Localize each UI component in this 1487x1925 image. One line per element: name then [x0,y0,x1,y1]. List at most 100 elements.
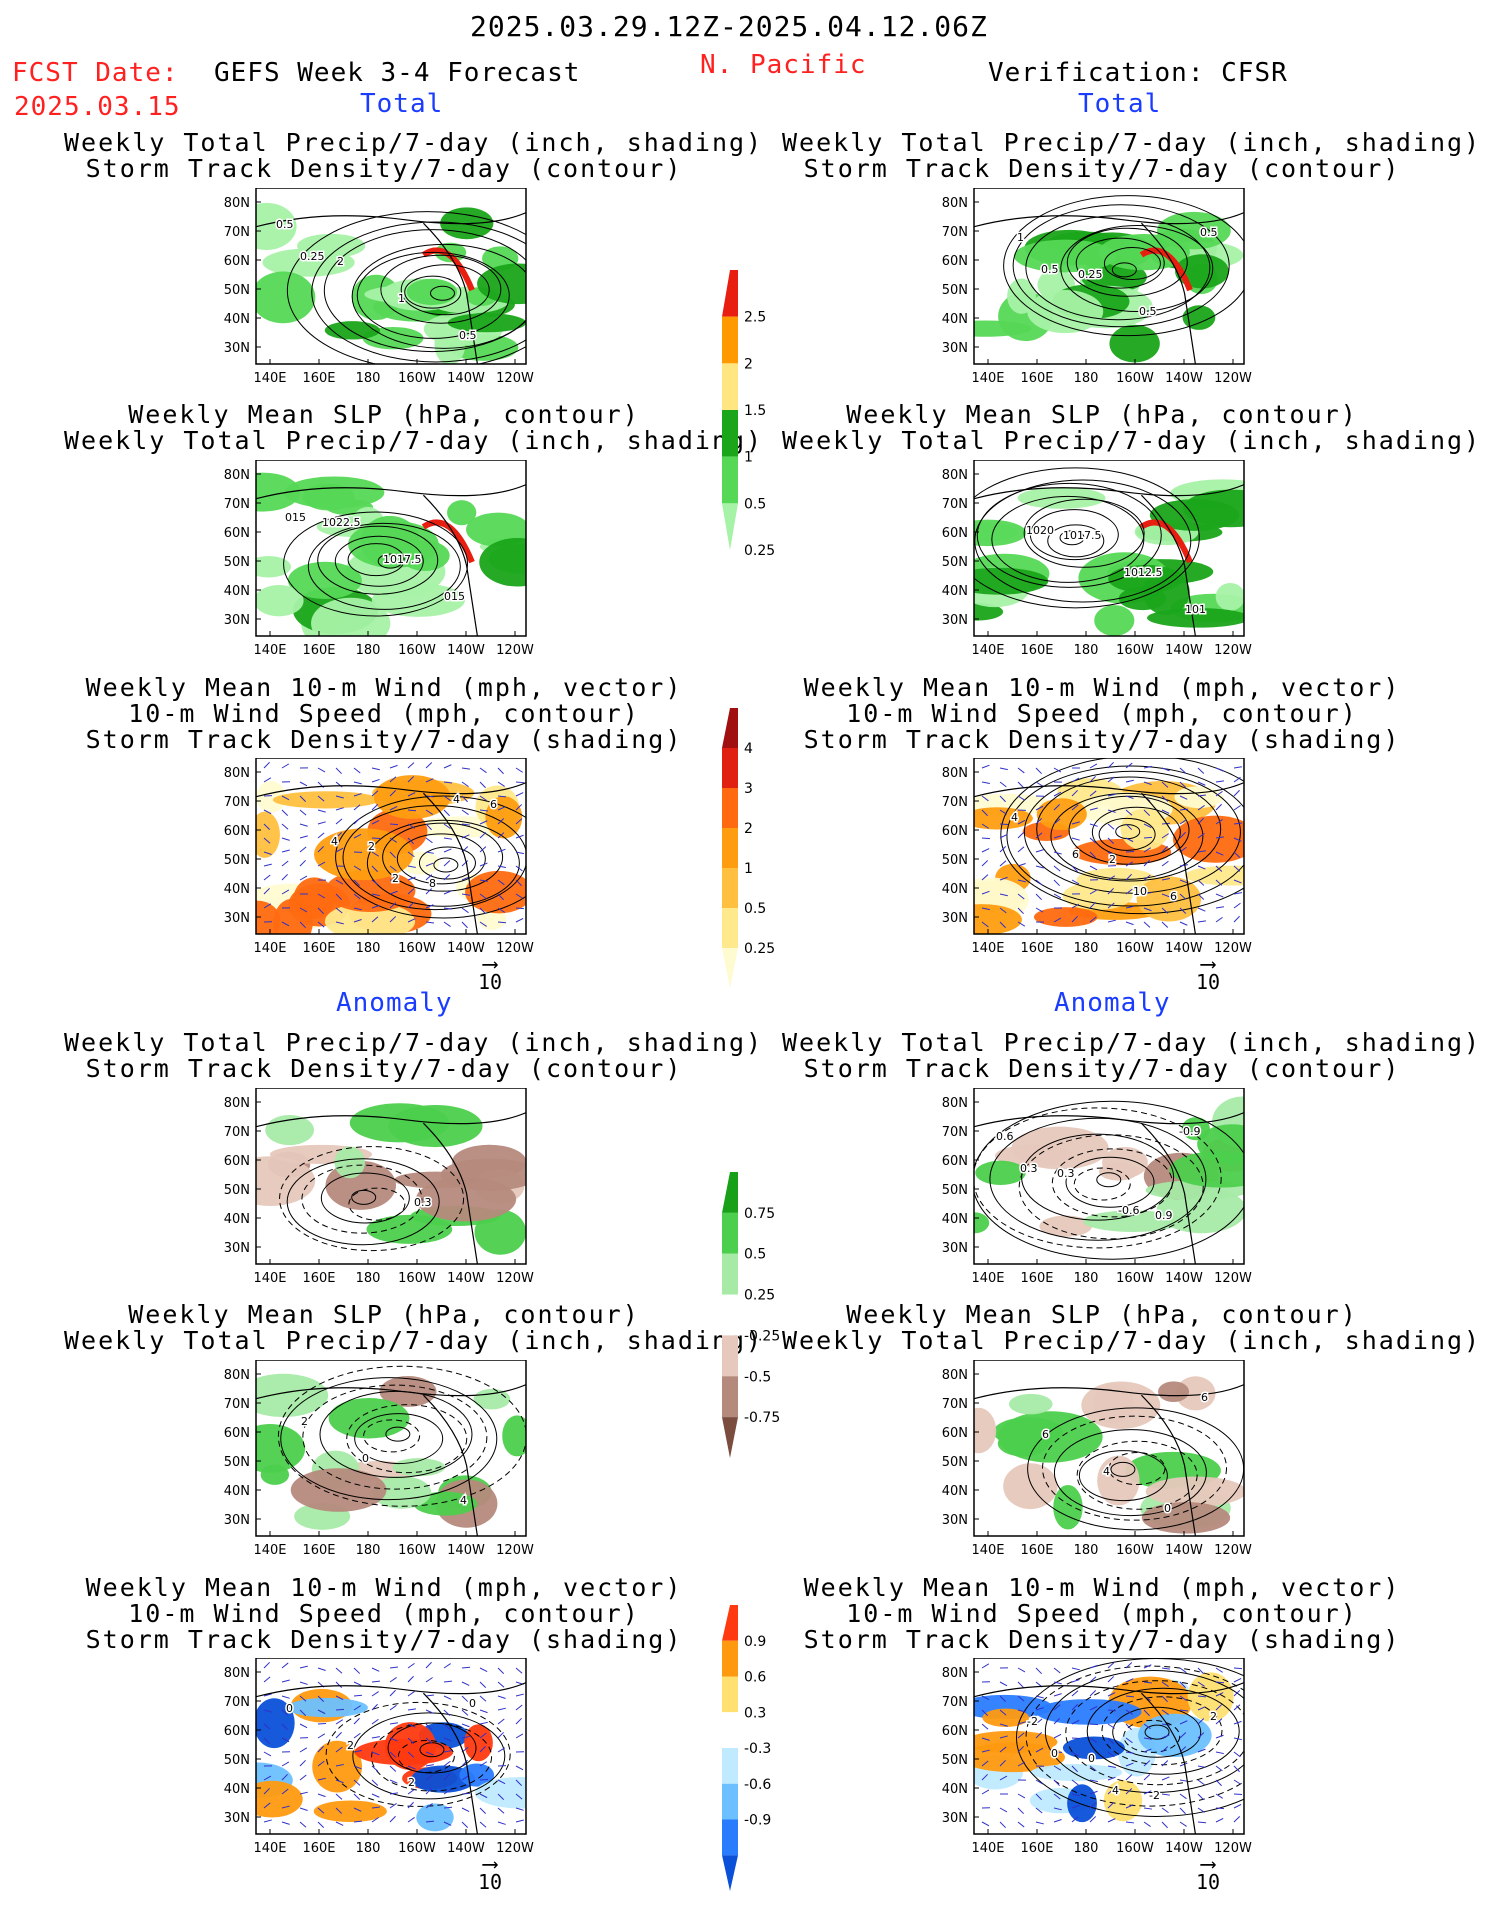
p11-wind-vector [407,1751,415,1758]
p12-wind-vector [1035,1747,1044,1753]
precip-colorbar-label: 0.25 [744,543,775,559]
p2-lon-tick: 160W [1116,371,1154,386]
p11-wind-vector [299,1821,307,1828]
p11-shade-region [256,1780,303,1818]
storm-colorbar-segment [722,908,738,948]
p12-wind-vector [1197,1748,1206,1753]
p3-map-panel: 1022.5 1017.5 015 015 80N 70N 60N 50N 40N 30N 140E… [208,460,538,670]
p5-wind-vector [479,879,488,882]
p6-wind-vector [1071,865,1079,873]
p5-wind-vector [281,823,289,830]
p12-wind-vector [1233,1803,1242,1809]
p1-contour-line [286,211,526,364]
p6-contour-line [1036,776,1222,882]
storm-colorbar: 4 3 2 1 0.5 0.25 [722,708,792,1012]
p2-contour-label: 0.25 [1078,268,1103,281]
p8-shade-region [1169,1150,1244,1188]
p7-lon-tick: 140W [447,1271,485,1286]
p9-contour-label: 0 [362,1452,369,1465]
p5-wind-vector [281,921,290,927]
p10-lon-tick: 180 [1074,1543,1099,1558]
p11-wind-vector [371,1806,381,1809]
p3-lat-tick: 50N [224,555,250,570]
p5-contour-label: 6 [490,798,497,811]
p5-wind-vector [353,781,362,785]
date-range-title: 2025.03.29.12Z-2025.04.12.06Z [470,10,988,43]
p5-wind-vector [371,851,380,857]
p12-wind-vector [1215,1681,1225,1684]
p11-wind-vector [389,1779,398,1784]
p11-wind-vector [479,1732,487,1739]
storm_anom-colorbar-label: -0.6 [744,1777,771,1793]
p6-wind-vector [1179,831,1186,839]
p5-wind-vector [443,874,451,881]
precip-colorbar-segment [722,410,738,457]
storm_anom-colorbar-segment [722,1855,738,1891]
p6-wind-vector [1143,781,1152,786]
p11-wind-vector [317,1777,326,1781]
p6-lon-tick: 120W [1214,941,1252,956]
p9-lat-tick: 60N [224,1426,250,1441]
p12-wind-vector [1143,1709,1150,1717]
p12-wind-vector [1161,1695,1168,1703]
p5-contour-label: 8 [429,877,436,890]
p5-wind-vector [299,859,306,867]
p6-wind-vector [1215,780,1224,783]
p5-wind-vector [497,848,506,853]
p1-shade-region [256,271,316,324]
p5-wind-vector [281,763,290,769]
p8-lat-tick: 40N [942,1212,968,1227]
p6-wind-vector [1107,776,1115,783]
p7-lat-tick: 70N [224,1125,250,1140]
p11-lon-tick: 160W [398,1841,436,1856]
p5-title-line-3: Storm Track Density/7-day (shading) [85,725,683,754]
p6-wind-vector [1125,873,1132,881]
p6-wind-vector [1179,795,1188,800]
p5-wind-vector [371,879,379,886]
p11-wind-vector [371,1718,379,1725]
p12-wind-vector [981,1773,988,1781]
p12-wind-vector [1017,1721,1026,1725]
p5-wind-vector [425,921,435,924]
p2-lon-tick: 180 [1074,371,1099,386]
p10-lon-tick: 160W [1116,1543,1154,1558]
p11-wind-vector [299,1759,306,1767]
p12-wind-vector [1179,1681,1186,1689]
storm-colorbar-label: 1 [744,861,753,877]
p12-wind-vector [1053,1733,1062,1739]
p12-wind-vector [1197,1695,1207,1698]
p12-wind-vector [1197,1793,1204,1801]
p12-wind-vector [1053,1819,1062,1823]
p6-wind-vector [1125,809,1133,816]
p5-wind-vector [515,818,523,825]
p5-wind-vector [371,778,380,783]
p9-shade-region [290,1468,387,1512]
p12-wind-vector [1053,1704,1061,1711]
p6-wind-vector [1233,776,1241,783]
p6-wind-vector [1035,849,1044,853]
precip-colorbar-segment [722,316,738,364]
p12-lat-tick: 30N [942,1811,968,1826]
p1-contours [286,211,526,364]
p12-wind-vector [1233,1720,1242,1725]
p12-lon-tick: 160W [1116,1841,1154,1856]
p10-contour-label: 6 [1042,1428,1049,1441]
p6-lon-tick: 160E [1020,941,1053,956]
p11-wind-vector [497,1821,506,1825]
p6-wind-vector [1125,888,1133,895]
p10-shade-region [1175,1376,1216,1411]
p10-lon-tick: 140W [1165,1543,1203,1558]
p12-wind-vector [1179,1779,1188,1782]
storm_anom-colorbar-segment [722,1605,738,1641]
p5-wind-vector [425,778,434,783]
p11-wind-vector [353,1820,363,1823]
p12-contour-line [1144,1724,1170,1740]
p2-title-line-2: Storm Track Density/7-day (contour) [803,154,1401,183]
p11-wind-vector [335,1667,343,1674]
p6-wind-vector [1107,851,1116,857]
p11-wind-vector [263,1676,271,1683]
p1-lon-tick: 120W [496,371,534,386]
p5-wind-vector [281,837,290,841]
p5-wind-vector [299,921,306,929]
p12-wind-vector [1125,1709,1133,1715]
